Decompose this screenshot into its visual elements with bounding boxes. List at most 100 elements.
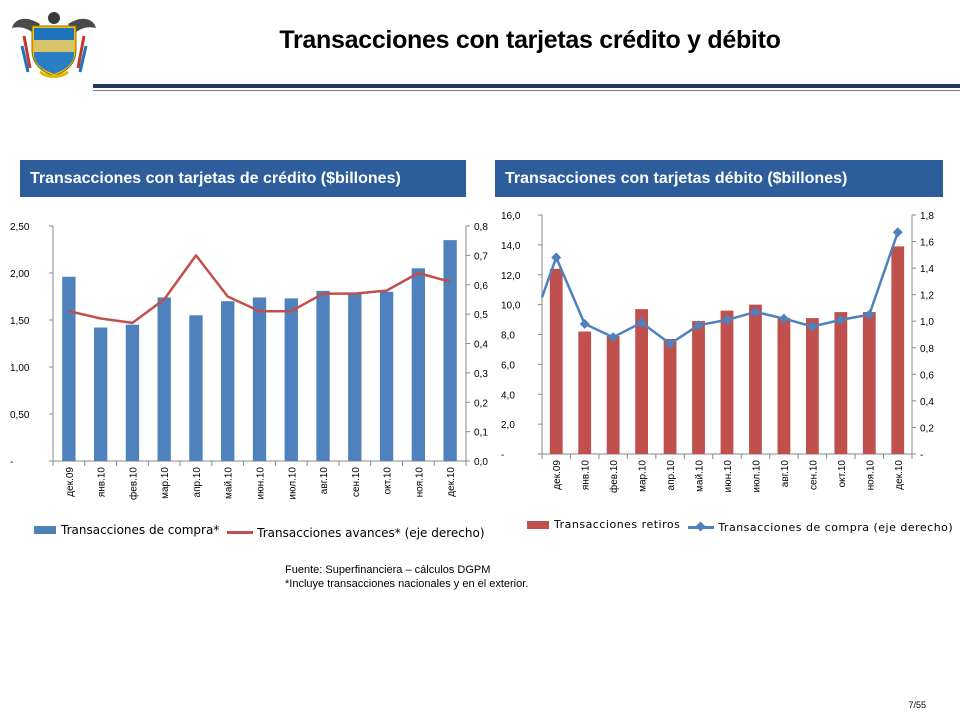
debit-x-tick-label: май.10 [695,460,706,492]
debit-right-tick-label: 1,2 [920,291,934,302]
debit-bar [635,309,649,454]
debit-right-tick-label: 1,0 [920,317,934,328]
title-rule-thin [93,90,960,91]
debit-x-tick-label: апр.10 [666,460,677,491]
legend-swatch-compras [34,526,56,534]
debit-left-tick-label: 16,0 [501,211,521,222]
credit-line [68,254,451,325]
debit-line-marker [722,314,732,325]
debit-line-marker [693,320,704,331]
credit-x-tick-label: июл.10 [287,467,298,500]
credit-left-tick-label: - [10,457,13,468]
debit-line-marker [608,332,619,343]
legend-label-avances: Transacciones avances* (eje derecho) [257,525,485,540]
credit-right-tick-label: 0,2 [474,398,488,409]
credit-x-tick-label: фев.10 [127,467,139,500]
legend-label-retiros: Transacciones retiros [554,518,681,531]
debit-bar [777,318,791,454]
debit-bar [834,312,848,454]
debit-line-marker [636,317,647,328]
legend-item-retiros: Transacciones retiros [527,518,680,531]
debit-x-tick-label: июл.10 [751,460,762,493]
debit-left-tick-label: 2,0 [501,420,515,431]
debit-line-marker [807,321,818,332]
page-number: 7/55 [908,700,926,710]
credit-chart-legend: Transacciones de compra* Transacciones a… [34,523,489,540]
credit-bar [379,291,394,461]
credit-x-tick-label: мар.10 [160,467,171,499]
debit-left-tick-label: - [501,450,504,461]
credit-left-tick-label: 1,50 [10,316,30,327]
footnote-line: *Incluye transacciones nacionales y en e… [285,578,529,590]
debit-line [540,231,899,346]
legend-item-avances: Transacciones avances* (eje derecho) [227,525,485,540]
debit-right-tick-label: 0,4 [920,397,934,408]
credit-bar [157,297,171,461]
credit-bar [316,290,330,461]
credit-bar [125,324,140,461]
debit-bar [663,338,677,454]
source-note: Fuente: Superfinanciera – cálculos DGPM … [285,563,528,591]
debit-bar [862,312,876,454]
debit-line-marker [665,338,676,349]
debit-left-tick-label: 6,0 [501,360,515,371]
debit-line-marker [892,227,903,238]
debit-left-tick-label: 8,0 [501,331,515,342]
slide-title: Transacciones con tarjetas crédito y déb… [279,26,781,54]
debit-right-tick-label: 1,4 [920,264,934,275]
debit-right-tick-label: 1,6 [920,238,934,249]
debit-x-tick-label: фев.10 [608,460,620,493]
credit-x-tick-label: дек.09 [65,467,76,497]
debit-x-tick-label: янв.10 [581,460,592,491]
credit-bar [252,297,267,461]
credit-x-tick-label: авг.10 [319,467,330,495]
credit-bar [443,240,457,461]
legend-item-compras: Transacciones de compra* [34,523,219,537]
title-rule-thick [93,84,960,88]
debit-bar [549,268,563,454]
credit-x-tick-label: июн.10 [256,467,267,500]
debit-line-marker [835,314,846,325]
debit-left-tick-label: 4,0 [501,390,515,401]
credit-bar [411,268,426,461]
credit-bar [284,298,298,461]
debit-bar [749,304,762,454]
debit-bar [692,321,705,454]
debit-right-tick-label: 0,2 [920,423,934,434]
debit-x-tick-label: дек.10 [894,460,905,490]
debit-line-marker [551,252,562,263]
credit-x-tick-label: ноя.10 [414,467,425,498]
debit-x-tick-label: авг.10 [780,460,791,488]
legend-swatch-compra-debito [688,521,715,531]
debit-right-tick-label: 0,6 [920,370,934,381]
debit-x-tick-label: окт.10 [837,460,848,488]
debit-x-tick-label: сен.10 [808,460,819,490]
source-line: Fuente: Superfinanciera – cálculos DGPM [285,564,491,576]
debit-line-marker [778,313,789,324]
debit-bar [606,335,620,454]
debit-right-tick-label: 0,8 [920,344,934,355]
legend-swatch-avances [227,531,254,534]
legend-label-compra-debito: Transacciones de compra (eje derecho) [718,520,954,534]
debit-line-marker [750,306,761,317]
credit-chart-header: Transacciones con tarjetas de crédito ($… [20,160,466,197]
credit-x-tick-label: апр.10 [192,467,203,498]
credit-bar [221,301,235,461]
credit-right-tick-label: 0,6 [474,281,488,292]
debit-line-marker [579,318,590,329]
debit-right-tick-label: - [920,450,923,461]
credit-right-tick-label: 0,5 [474,310,488,321]
legend-label-compras: Transacciones de compra* [61,523,220,537]
debit-left-tick-label: 10,0 [501,301,521,312]
credit-bar [62,276,76,461]
debit-card-chart: - 2,0 4,0 6,0 8,0 10,0 12,0 14,0 16,0 - 0,2 0,4 0,6 0… [501,211,934,493]
credit-bar [189,315,203,461]
legend-item-compra-debito: Transacciones de compra (eje derecho) [688,521,953,534]
debit-right-tick-label: 1,8 [920,211,934,222]
credit-bar [93,327,108,461]
credit-x-tick-label: янв.10 [97,467,108,498]
credit-right-tick-label: 0,0 [474,457,488,468]
credit-x-tick-label: май.10 [224,467,235,499]
credit-x-tick-label: дек.10 [446,467,457,497]
debit-bar [805,318,819,454]
